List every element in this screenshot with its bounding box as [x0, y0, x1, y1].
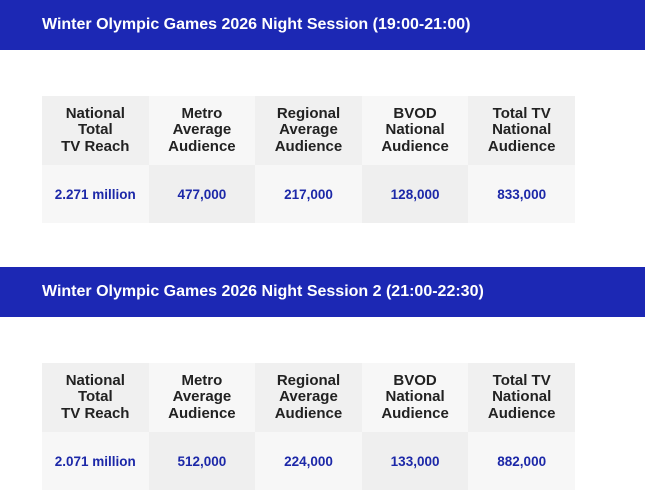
value-total-tv-national-audience: 833,000 [468, 165, 575, 223]
header-total-tv-national-audience: Total TV National Audience [468, 96, 575, 165]
header-national-total-tv-reach: National Total TV Reach [42, 363, 149, 432]
value-regional-average-audience: 224,000 [255, 432, 362, 490]
value-regional-average-audience: 217,000 [255, 165, 362, 223]
header-total-tv-national-audience: Total TV National Audience [468, 363, 575, 432]
value-bvod-national-audience: 133,000 [361, 432, 469, 490]
header-regional-average-audience: Regional Average Audience [255, 363, 362, 432]
value-national-total-tv-reach: 2.271 million [42, 165, 149, 223]
header-metro-average-audience: Metro Average Audience [148, 363, 256, 432]
table-header-row: National Total TV Reach Metro Average Au… [42, 363, 575, 432]
header-national-total-tv-reach: National Total TV Reach [42, 96, 149, 165]
table-header-row: National Total TV Reach Metro Average Au… [42, 96, 575, 165]
header-bvod-national-audience: BVOD National Audience [361, 363, 469, 432]
value-metro-average-audience: 477,000 [148, 165, 256, 223]
session-1-table: National Total TV Reach Metro Average Au… [42, 96, 575, 223]
header-bvod-national-audience: BVOD National Audience [361, 96, 469, 165]
header-regional-average-audience: Regional Average Audience [255, 96, 362, 165]
table-row: 2.071 million 512,000 224,000 133,000 88… [42, 432, 575, 490]
value-total-tv-national-audience: 882,000 [468, 432, 575, 490]
session-1-banner: Winter Olympic Games 2026 Night Session … [0, 0, 645, 50]
header-metro-average-audience: Metro Average Audience [148, 96, 256, 165]
value-metro-average-audience: 512,000 [148, 432, 256, 490]
table-row: 2.271 million 477,000 217,000 128,000 83… [42, 165, 575, 223]
session-2-table: National Total TV Reach Metro Average Au… [42, 363, 575, 490]
value-bvod-national-audience: 128,000 [361, 165, 469, 223]
session-1-title: Winter Olympic Games 2026 Night Session … [42, 16, 471, 33]
value-national-total-tv-reach: 2.071 million [42, 432, 149, 490]
session-2-title: Winter Olympic Games 2026 Night Session … [42, 283, 484, 300]
session-2-banner: Winter Olympic Games 2026 Night Session … [0, 267, 645, 317]
